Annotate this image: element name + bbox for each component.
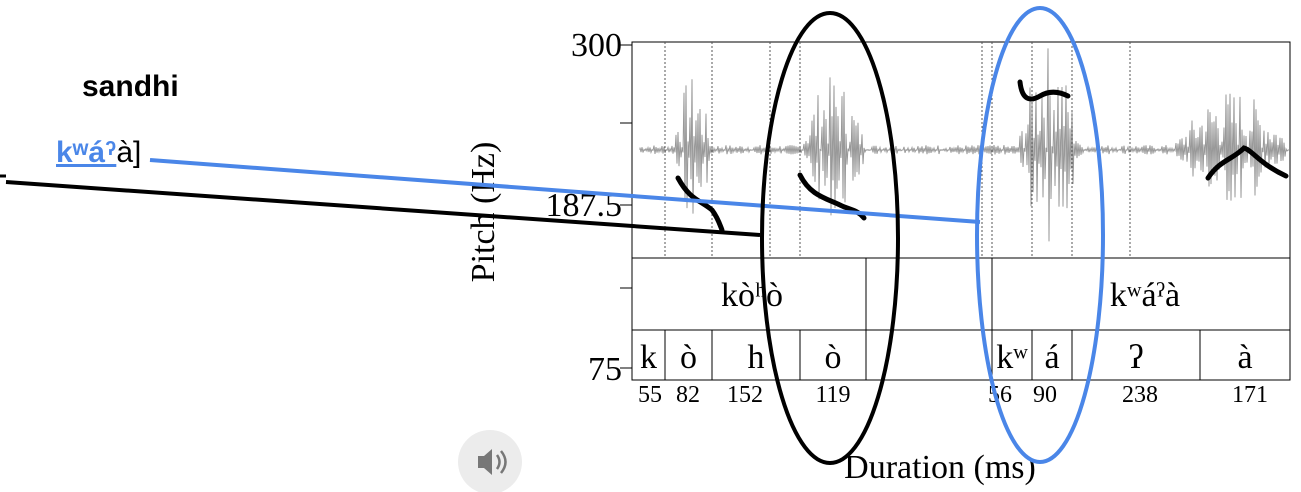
- word-blue: kʷáˀ: [56, 136, 116, 169]
- connector: [5, 180, 761, 237]
- heading: sandhi: [82, 70, 179, 103]
- duration-label: 152: [727, 382, 763, 408]
- duration-label: 82: [676, 382, 700, 408]
- segment-label: ò: [825, 339, 842, 376]
- pitch-contour: [675, 175, 725, 233]
- word: kʷáˀà]: [56, 136, 141, 169]
- highlight-ellipse: [975, 6, 1105, 464]
- y-tick-label: 300: [571, 27, 622, 64]
- plot-frame: [631, 41, 1291, 381]
- x-axis-label: Duration (ms): [844, 449, 1036, 486]
- duration-label: 90: [1033, 382, 1057, 408]
- speaker-icon: [478, 449, 492, 475]
- speaker-waves: [495, 450, 507, 474]
- segment-boundaries: [664, 42, 1201, 380]
- waveform: [639, 48, 1290, 242]
- duration-label: 119: [815, 382, 850, 408]
- word-label: kʷáˀà: [1110, 277, 1180, 314]
- highlight-ellipse: [760, 11, 900, 465]
- pitch-contour: [1017, 79, 1071, 102]
- segment-label: á: [1044, 339, 1059, 376]
- pitch-contour: [1205, 145, 1289, 181]
- connector: [149, 158, 981, 224]
- segment-label: k: [640, 339, 657, 376]
- segment-label: ò: [680, 339, 697, 376]
- y-tick-label: 75: [588, 351, 622, 388]
- word-label: kòʰò: [721, 277, 783, 314]
- segment-label: ʔ: [1128, 339, 1143, 376]
- duration-label: 171: [1232, 382, 1268, 408]
- waveform-trace: [639, 48, 1290, 242]
- segment-label: h: [748, 339, 765, 376]
- duration-label: 238: [1122, 382, 1158, 408]
- y-axis-label: Pitch (Hz): [465, 142, 502, 283]
- word-rest: à]: [116, 136, 141, 169]
- segment-label: kʷ: [996, 339, 1028, 376]
- segment-label: à: [1237, 339, 1252, 376]
- duration-label: 55: [638, 382, 662, 408]
